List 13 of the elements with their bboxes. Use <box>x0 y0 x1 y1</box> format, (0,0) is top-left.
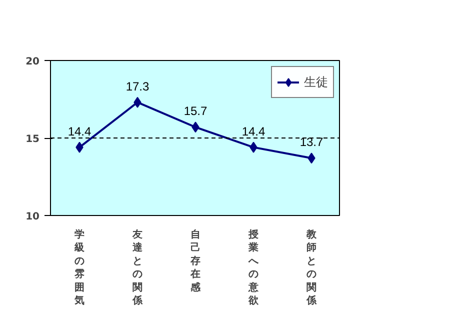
data-label: 14.4 <box>68 124 92 138</box>
x-tick-label: 学級の雰囲気 <box>74 228 86 306</box>
data-label: 17.3 <box>126 79 150 94</box>
x-tick-label: 自己存在感 <box>190 228 202 294</box>
x-tick-label: 友達との関係 <box>132 228 144 306</box>
x-tick-label: 教師との関係 <box>306 228 318 306</box>
x-tick-label: 授業への意欲 <box>248 228 260 306</box>
y-tick-label: 10 <box>26 212 40 222</box>
data-label: 14.4 <box>242 124 266 138</box>
y-tick-label: 20 <box>26 56 40 68</box>
legend-label: 生徒 <box>304 74 328 90</box>
y-tick-label: 15 <box>26 134 40 145</box>
data-label: 15.7 <box>184 104 208 118</box>
